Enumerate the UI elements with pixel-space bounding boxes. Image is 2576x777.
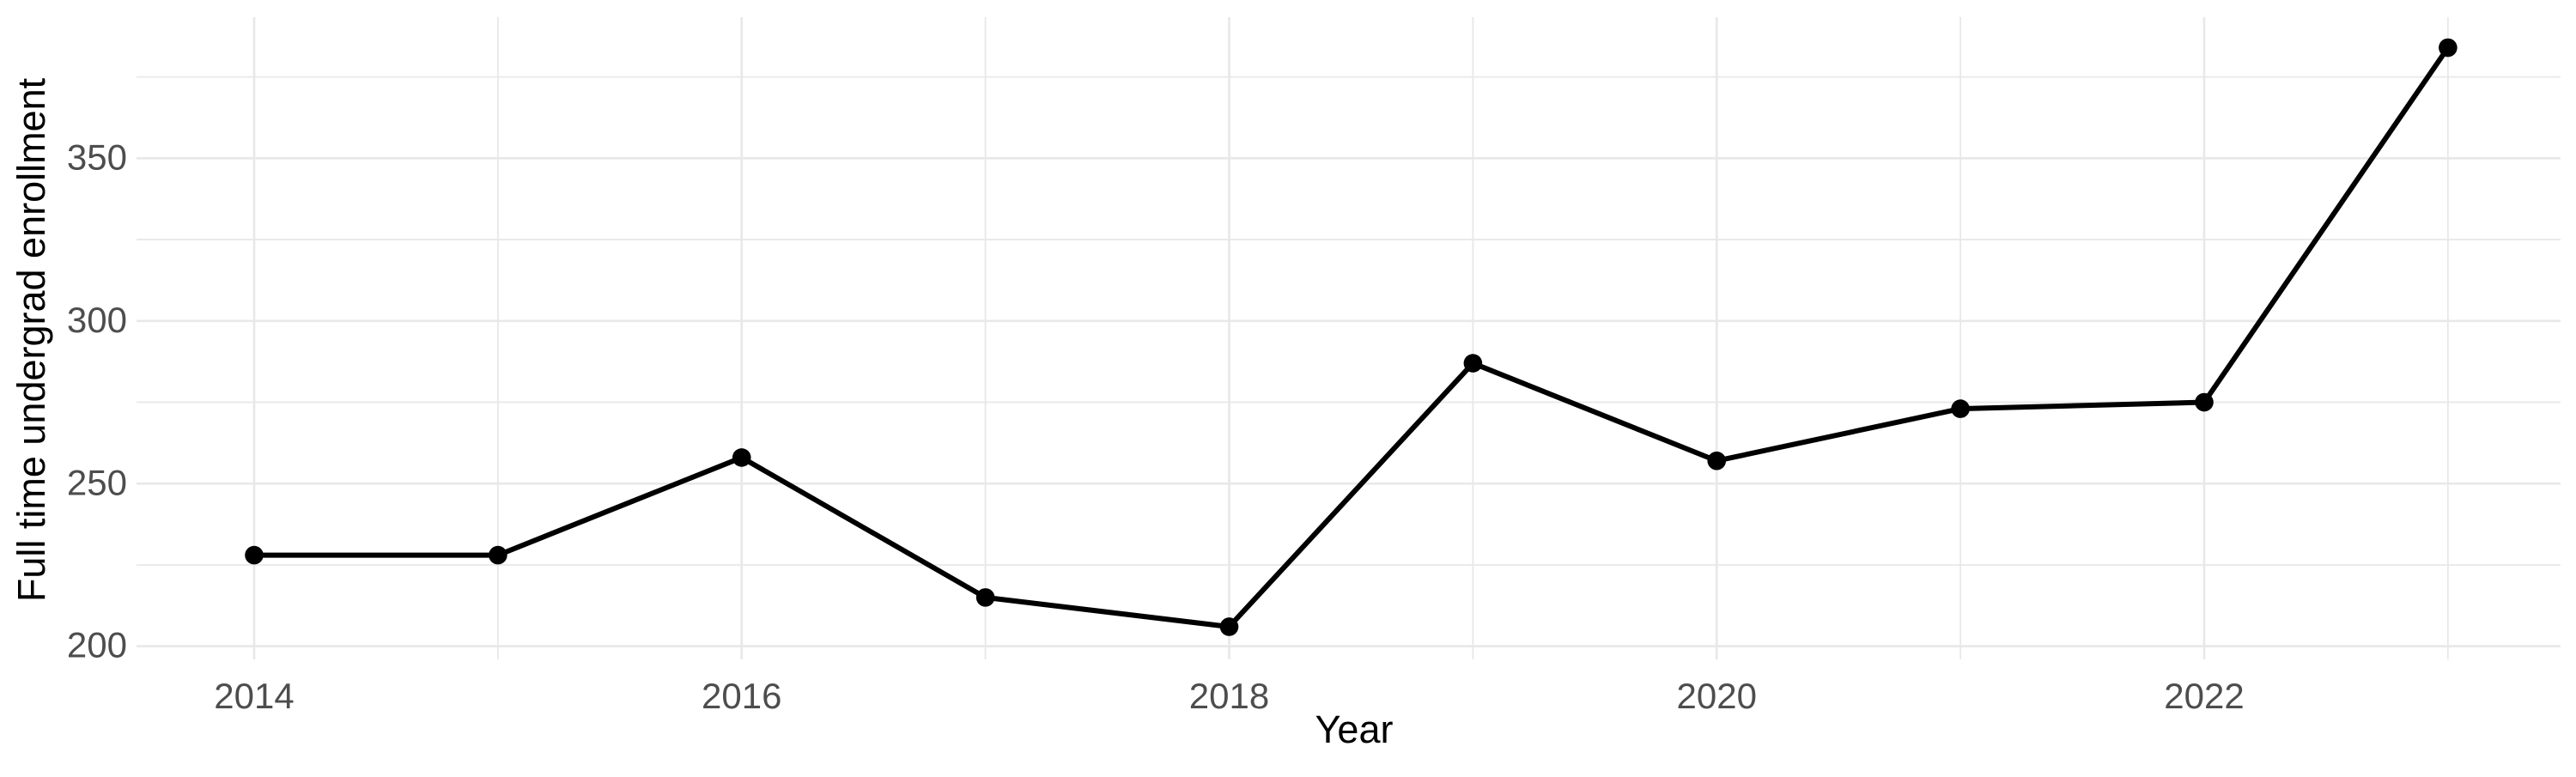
svg-text:2016: 2016 [702,676,781,716]
svg-text:2020: 2020 [1677,676,1757,716]
svg-text:Full time undergrad enrollment: Full time undergrad enrollment [9,77,53,602]
svg-text:350: 350 [67,137,127,177]
svg-text:2014: 2014 [214,676,294,716]
svg-text:Year: Year [1315,707,1394,751]
svg-text:250: 250 [67,462,127,502]
svg-text:300: 300 [67,300,127,340]
svg-text:2022: 2022 [2164,676,2244,716]
svg-text:200: 200 [67,625,127,665]
svg-text:2018: 2018 [1189,676,1269,716]
